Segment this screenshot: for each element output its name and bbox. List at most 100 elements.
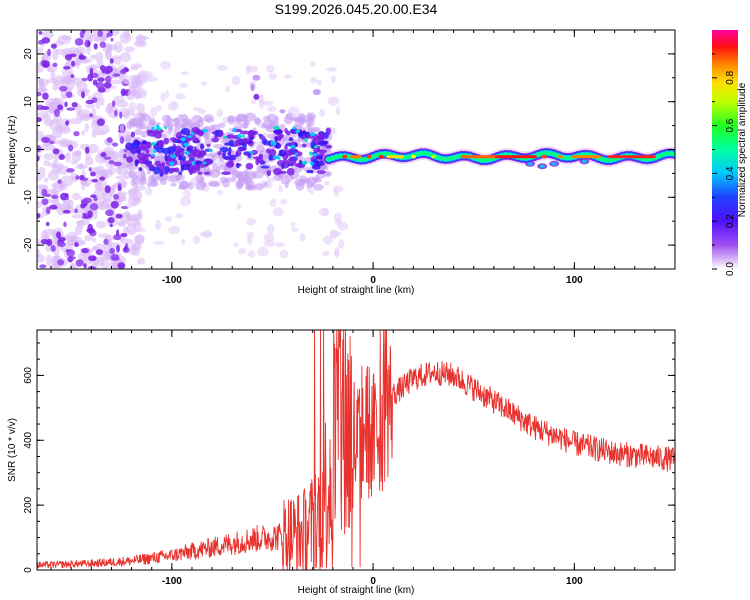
- heatmap-cell: [115, 175, 130, 180]
- heatmap-cell: [134, 77, 140, 88]
- heatmap-cell: [138, 177, 148, 185]
- heatmap-cell: [398, 155, 405, 159]
- heatmap-cell: [52, 62, 58, 68]
- heatmap-cell: [84, 234, 93, 242]
- heatmap-cell: [132, 184, 146, 192]
- heatmap-cell: [218, 122, 226, 128]
- heatmap-cell: [193, 160, 203, 165]
- heatmap-cell: [40, 106, 50, 110]
- heatmap-cell: [272, 207, 284, 217]
- heatmap-cell: [87, 73, 94, 82]
- heatmap-cell: [111, 184, 118, 189]
- heatmap-cell: [92, 259, 100, 267]
- heatmap-cell: [202, 161, 207, 165]
- heatmap-cell: [80, 179, 86, 191]
- heatmap-cell: [310, 77, 318, 84]
- heatmap-cell: [164, 90, 170, 99]
- heatmap-cell: [125, 144, 132, 149]
- heatmap-cell: [76, 80, 88, 93]
- heatmap-cell: [137, 257, 146, 265]
- heatmap-cell: [140, 131, 148, 138]
- heatmap-cell: [290, 128, 298, 134]
- heatmap-cell: [192, 106, 202, 112]
- heatmap-cell: [146, 164, 154, 168]
- heatmap-cell: [147, 130, 157, 137]
- colorbar-tick-label: 0.0: [725, 262, 736, 276]
- heatmap-cell: [92, 79, 98, 86]
- heatmap-cell: [105, 209, 114, 217]
- heatmap-cell: [256, 144, 265, 153]
- heatmap-cell: [310, 61, 316, 67]
- heatmap-cell: [104, 105, 114, 114]
- heatmap-cell: [104, 65, 113, 74]
- heatmap-cell: [37, 155, 40, 162]
- heatmap-cell: [248, 65, 258, 73]
- heatmap-cell: [316, 170, 326, 175]
- heatmap-cell: [37, 91, 42, 97]
- heatmap-cell: [178, 171, 182, 176]
- heatmap-cell: [322, 250, 330, 257]
- heatmap-cell: [175, 174, 181, 181]
- heatmap-cell: [48, 119, 63, 131]
- heatmap-cell: [64, 193, 69, 197]
- heatmap-cell: [91, 178, 99, 183]
- heatmap-cell: [283, 74, 292, 79]
- heatmap-cell: [96, 124, 110, 135]
- heatmap-cell: [103, 238, 109, 245]
- heatmap-cell: [81, 130, 86, 136]
- heatmap-cell: [243, 137, 248, 146]
- heatmap-cell: [95, 249, 104, 255]
- heatmap-cell: [117, 222, 123, 227]
- heatmap-cell: [37, 166, 46, 179]
- heatmap-cell: [261, 137, 268, 146]
- heatmap-cell: [115, 213, 123, 219]
- heatmap-cell: [273, 141, 277, 146]
- heatmap-cell: [52, 196, 60, 207]
- heatmap-cell: [100, 97, 105, 107]
- heatmap-cell: [109, 58, 114, 64]
- heatmap-cell: [235, 118, 242, 125]
- heatmap-cell: [112, 73, 121, 77]
- heatmap-cell: [312, 184, 324, 191]
- heatmap-cell: [183, 120, 189, 127]
- heatmap-cell: [247, 250, 256, 258]
- heatmap-cell: [274, 136, 278, 143]
- heatmap-cell: [221, 171, 231, 176]
- heatmap-cell: [527, 162, 533, 166]
- heatmap-cell: [95, 81, 105, 89]
- heatmap-cell: [211, 162, 218, 172]
- heatmap-cell: [267, 224, 275, 234]
- spectrogram-y-tick-label: -10: [23, 190, 34, 205]
- heatmap-cell: [289, 144, 296, 149]
- heatmap-cell: [278, 184, 283, 193]
- heatmap-cell: [170, 154, 176, 159]
- heatmap-cell: [48, 204, 58, 210]
- heatmap-cell: [57, 259, 65, 266]
- heatmap-cell: [236, 162, 240, 169]
- heatmap-cell: [231, 75, 241, 86]
- heatmap-cell: [217, 150, 222, 156]
- heatmap-cell: [94, 166, 102, 178]
- heatmap-cell: [235, 180, 243, 190]
- heatmap-cell: [192, 235, 201, 245]
- heatmap-cell: [312, 89, 321, 96]
- heatmap-cell: [95, 220, 107, 229]
- heatmap-cell: [175, 93, 186, 100]
- heatmap-cell: [167, 174, 179, 183]
- heatmap-cell: [130, 131, 136, 138]
- heatmap-cell: [164, 153, 168, 162]
- colorbar-ticks: 0.0 0.2 0.4 0.6 0.8: [712, 53, 736, 276]
- heatmap-cell: [37, 201, 43, 209]
- colorbar-tick-label: 0.2: [725, 214, 736, 228]
- heatmap-cell: [243, 119, 249, 130]
- spectrogram-y-axis-label: Frequency (Hz): [7, 116, 18, 185]
- heatmap-cell: [41, 188, 48, 197]
- heatmap-cell: [356, 155, 362, 159]
- heatmap-cell: [198, 176, 205, 182]
- colorbar: 0.0 0.2 0.4 0.6 0.8 Normalized spectral ampl…: [712, 30, 748, 276]
- heatmap-cell: [183, 142, 189, 147]
- heatmap-cell: [154, 219, 162, 230]
- heatmap-cell: [315, 160, 326, 167]
- heatmap-cell: [81, 91, 85, 99]
- heatmap-cell: [186, 135, 193, 138]
